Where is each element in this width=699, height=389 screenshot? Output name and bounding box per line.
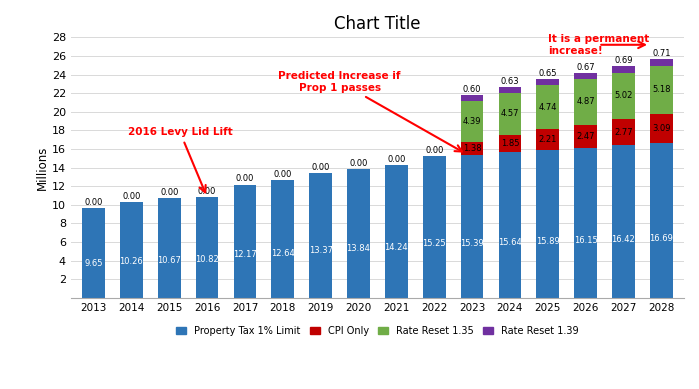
Bar — [233, 184, 257, 298]
Bar — [82, 208, 105, 298]
Bar — [612, 73, 635, 119]
Bar — [612, 145, 635, 298]
Bar — [423, 156, 445, 298]
Text: 12.17: 12.17 — [233, 250, 257, 259]
Bar — [196, 197, 219, 298]
Text: 0.67: 0.67 — [576, 63, 595, 72]
Text: 0.63: 0.63 — [500, 77, 519, 86]
Text: 13.37: 13.37 — [309, 246, 333, 255]
Text: 0.00: 0.00 — [85, 198, 103, 207]
Text: 2.77: 2.77 — [614, 128, 633, 137]
Bar — [461, 142, 484, 154]
Text: 4.39: 4.39 — [463, 117, 482, 126]
Text: 16.69: 16.69 — [649, 234, 673, 243]
Bar — [650, 142, 672, 298]
Text: 0.71: 0.71 — [652, 49, 670, 58]
Bar — [347, 169, 370, 298]
Text: 0.00: 0.00 — [160, 188, 178, 197]
Bar — [650, 114, 672, 142]
Text: 16.42: 16.42 — [612, 235, 635, 244]
Bar — [575, 124, 597, 147]
Text: 15.64: 15.64 — [498, 238, 521, 247]
Text: 2.21: 2.21 — [538, 135, 557, 144]
Text: 4.87: 4.87 — [576, 97, 595, 107]
Text: 15.89: 15.89 — [536, 237, 560, 246]
Text: 0.00: 0.00 — [312, 163, 330, 172]
Bar — [575, 73, 597, 79]
Bar — [536, 130, 559, 150]
Text: 9.65: 9.65 — [85, 259, 103, 268]
Text: 0.00: 0.00 — [425, 145, 443, 154]
Text: 1.38: 1.38 — [463, 144, 482, 152]
Text: 14.24: 14.24 — [384, 243, 408, 252]
Text: 0.00: 0.00 — [198, 187, 216, 196]
Bar — [271, 180, 294, 298]
Bar — [120, 202, 143, 298]
Text: 1.85: 1.85 — [500, 139, 519, 148]
Text: 0.00: 0.00 — [273, 170, 292, 179]
Text: 10.26: 10.26 — [120, 257, 143, 266]
Text: It is a permanent
increase!: It is a permanent increase! — [548, 34, 649, 56]
Text: 0.65: 0.65 — [538, 69, 557, 78]
Text: 0.00: 0.00 — [122, 192, 140, 201]
Text: 0.69: 0.69 — [614, 56, 633, 65]
Text: 0.00: 0.00 — [236, 174, 254, 183]
Bar — [650, 59, 672, 66]
Bar — [536, 85, 559, 130]
Text: 16.15: 16.15 — [574, 236, 598, 245]
Bar — [461, 101, 484, 142]
Text: 5.02: 5.02 — [614, 91, 633, 100]
Text: 10.82: 10.82 — [195, 255, 219, 264]
Text: Predicted Increase if
Prop 1 passes: Predicted Increase if Prop 1 passes — [278, 71, 462, 152]
Text: 15.39: 15.39 — [460, 239, 484, 248]
Text: 4.57: 4.57 — [500, 109, 519, 118]
Text: 3.09: 3.09 — [652, 124, 670, 133]
Text: 0.60: 0.60 — [463, 85, 482, 94]
Bar — [385, 165, 408, 298]
Text: 4.74: 4.74 — [538, 103, 557, 112]
Bar — [309, 173, 332, 298]
Bar — [498, 135, 521, 152]
Bar — [575, 79, 597, 124]
Text: 2.47: 2.47 — [577, 131, 595, 140]
Legend: Property Tax 1% Limit, CPI Only, Rate Reset 1.35, Rate Reset 1.39: Property Tax 1% Limit, CPI Only, Rate Re… — [173, 322, 582, 340]
Bar — [536, 150, 559, 298]
Text: 2016 Levy Lid Lift: 2016 Levy Lid Lift — [128, 127, 232, 193]
Bar — [498, 93, 521, 135]
Text: 10.67: 10.67 — [157, 256, 181, 265]
Bar — [461, 154, 484, 298]
Text: 5.18: 5.18 — [652, 85, 670, 94]
Bar — [536, 79, 559, 85]
Text: 0.00: 0.00 — [387, 155, 405, 164]
Bar — [650, 66, 672, 114]
Bar — [612, 66, 635, 73]
Bar — [575, 147, 597, 298]
Bar — [498, 87, 521, 93]
Text: 15.25: 15.25 — [422, 239, 446, 248]
Bar — [612, 119, 635, 145]
Title: Chart Title: Chart Title — [334, 15, 421, 33]
Text: 13.84: 13.84 — [347, 244, 370, 253]
Bar — [461, 95, 484, 101]
Text: 0.00: 0.00 — [350, 159, 368, 168]
Y-axis label: Millions: Millions — [36, 145, 49, 190]
Text: 12.64: 12.64 — [271, 249, 295, 258]
Bar — [158, 198, 180, 298]
Bar — [498, 152, 521, 298]
